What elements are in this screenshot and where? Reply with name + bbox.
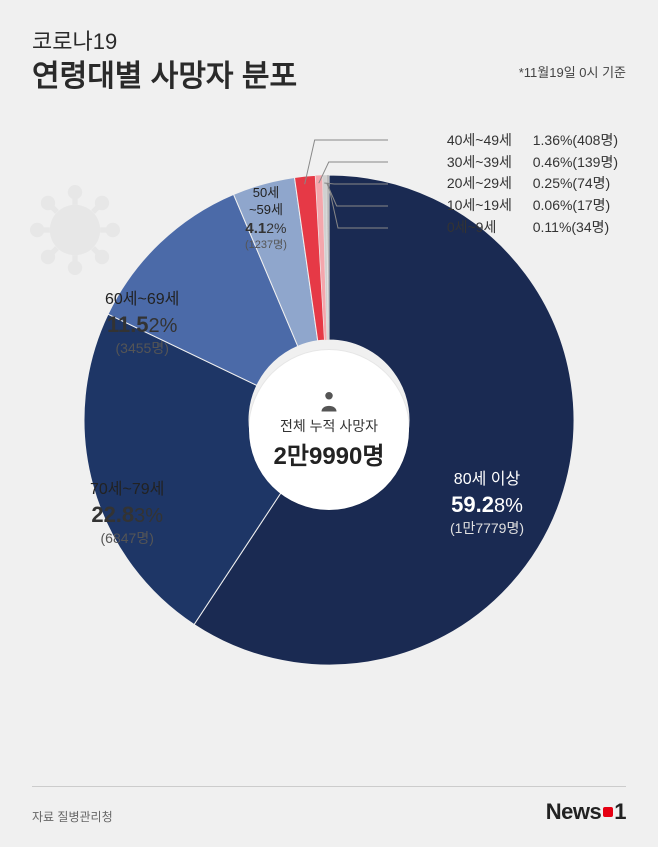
- leader-row-40s: 40세~49세 1.36%(408명): [447, 130, 618, 152]
- leader-row-20s: 20세~29세 0.25%(74명): [447, 173, 618, 195]
- slice-label-50s: 50세~59세4.12%(1237명): [245, 185, 287, 253]
- source-text: 자료 질병관리청: [32, 808, 113, 825]
- slice-label-80plus: 80세 이상59.28%(1만7779명): [450, 470, 524, 538]
- footer: 자료 질병관리청 News1: [32, 786, 626, 825]
- logo: News1: [546, 799, 626, 825]
- center-hub: 전체 누적 사망자 2만9990명: [249, 350, 409, 510]
- leader-row-10s: 10세~19세 0.06%(17명): [447, 195, 618, 217]
- slice-label-70s: 70세~79세22.83%(6847명): [90, 480, 164, 548]
- center-value: 2만9990명: [274, 436, 385, 471]
- leader-labels: 40세~49세 1.36%(408명)30세~39세 0.46%(139명)20…: [447, 130, 618, 238]
- slice-label-60s: 60세~69세11.52%(3455명): [105, 290, 179, 358]
- leader-row-0s: 0세~9세 0.11%(34명): [447, 217, 618, 239]
- title-small: 코로나19: [32, 28, 626, 57]
- person-icon: [320, 390, 338, 412]
- header: 코로나19 연령대별 사망자 분포 *11월19일 0시 기준: [0, 0, 658, 96]
- leader-row-30s: 30세~39세 0.46%(139명): [447, 152, 618, 174]
- center-label: 전체 누적 사망자: [280, 416, 378, 436]
- chart-area: 40세~49세 1.36%(408명)30세~39세 0.46%(139명)20…: [0, 130, 658, 750]
- asof-text: *11월19일 0시 기준: [519, 62, 626, 81]
